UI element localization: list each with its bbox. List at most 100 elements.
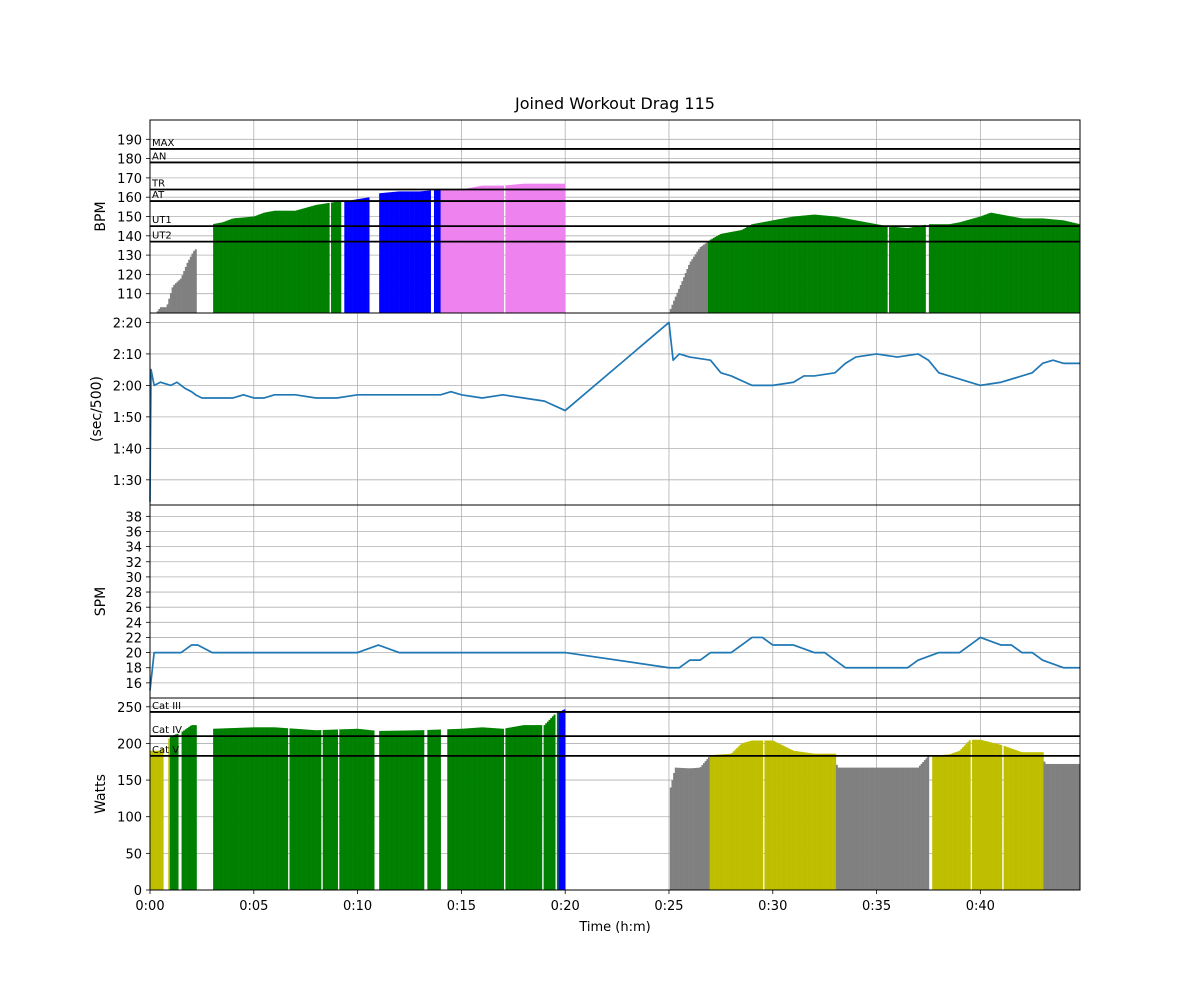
- power-bar: [256, 727, 259, 890]
- hr-bar: [895, 227, 898, 313]
- y-axis-label: (sec/500): [89, 376, 105, 442]
- power-bar: [1075, 763, 1077, 890]
- power-bar: [420, 730, 423, 890]
- hr-bar: [417, 191, 420, 313]
- power-bar: [764, 740, 767, 890]
- power-bar: [669, 787, 672, 890]
- hr-bar: [254, 215, 257, 313]
- hr-bar: [734, 231, 737, 313]
- power-bar: [161, 747, 164, 890]
- power-bar: [385, 730, 388, 890]
- power-bar: [716, 754, 719, 890]
- hr-bar: [161, 307, 164, 313]
- power-bar: [360, 729, 363, 890]
- power-bar: [437, 729, 440, 890]
- hr-bar: [709, 239, 712, 313]
- power-bar: [786, 747, 789, 890]
- hr-bar: [898, 227, 901, 313]
- power-bar: [671, 780, 674, 890]
- hr-bar: [287, 210, 290, 313]
- hr-bar: [482, 185, 485, 313]
- hr-bar: [360, 198, 363, 313]
- hr-bar: [719, 234, 722, 313]
- hr-bar: [777, 219, 780, 313]
- power-bar: [1041, 752, 1044, 890]
- hr-bar: [495, 185, 498, 313]
- power-bar: [367, 729, 370, 890]
- hr-bar: [292, 210, 295, 313]
- power-bar: [286, 728, 289, 890]
- power-bar: [739, 744, 742, 890]
- power-bar: [359, 729, 362, 890]
- hr-bar: [336, 201, 338, 313]
- power-bar: [772, 740, 775, 890]
- power-bar: [488, 727, 491, 890]
- power-bar: [727, 753, 730, 890]
- hr-bar: [913, 226, 916, 313]
- hr-bar: [688, 264, 691, 313]
- power-bar: [317, 730, 320, 890]
- power-bar: [171, 735, 174, 890]
- hr-bar: [551, 183, 554, 313]
- hr-bar: [302, 208, 305, 313]
- power-bar: [158, 750, 161, 890]
- power-bar: [696, 767, 699, 890]
- power-bar: [563, 709, 566, 890]
- power-bar: [281, 727, 284, 890]
- hr-bar: [404, 191, 407, 313]
- power-bar: [480, 727, 483, 890]
- time-axis: 0:00 0:05 0:10 0:15 0:20 0:25 0:30 0:35 0:40 Time…: [135, 890, 995, 935]
- power-bar: [500, 728, 503, 890]
- power-bar: [908, 767, 911, 890]
- power-bar: [935, 755, 938, 890]
- hr-bar: [907, 228, 910, 313]
- hr-bar: [782, 218, 785, 313]
- power-bar: [159, 750, 162, 890]
- hr-bar: [257, 214, 260, 313]
- hr-bar: [447, 189, 450, 313]
- x-axis-label: Time (h:m): [578, 920, 650, 935]
- hr-bar: [502, 185, 505, 313]
- power-bar: [267, 727, 270, 890]
- power-bar: [239, 727, 242, 890]
- power-bar: [769, 740, 772, 890]
- power-bar: [865, 767, 868, 890]
- y-tick-label: 22: [125, 631, 142, 646]
- power-bar: [1031, 752, 1034, 890]
- power-bar: [977, 739, 979, 890]
- power-bar: [510, 727, 513, 890]
- hr-bar: [284, 210, 287, 313]
- power-bar: [369, 730, 372, 890]
- power-bar: [902, 767, 905, 890]
- hr-bar: [1008, 216, 1011, 313]
- hr-bar: [540, 183, 543, 313]
- hr-bar: [862, 221, 865, 313]
- power-bar: [684, 768, 687, 890]
- hr-bar: [1070, 222, 1072, 313]
- power-bar: [933, 755, 936, 890]
- power-bar: [412, 730, 415, 890]
- power-bar: [1006, 747, 1009, 890]
- hr-bar: [842, 218, 845, 313]
- panel-frame: [149, 312, 1081, 506]
- hr-bar: [267, 211, 270, 313]
- power-bar: [458, 728, 461, 890]
- hr-bar: [349, 200, 352, 313]
- power-bar: [395, 730, 398, 890]
- hr-bar: [824, 215, 827, 313]
- power-bar: [414, 730, 417, 890]
- hr-bar: [321, 204, 324, 313]
- hr-bar: [761, 222, 764, 313]
- power-bar: [771, 740, 774, 890]
- hr-bar: [563, 183, 566, 313]
- hr-bar: [443, 189, 446, 313]
- power-bar: [691, 768, 694, 890]
- hr-bar: [429, 190, 431, 313]
- hr-bar: [510, 184, 513, 313]
- power-bar: [560, 711, 563, 890]
- hr-bar: [470, 187, 473, 313]
- hr-bar: [845, 218, 848, 313]
- hr-bar: [973, 218, 976, 313]
- power-bar: [973, 739, 976, 890]
